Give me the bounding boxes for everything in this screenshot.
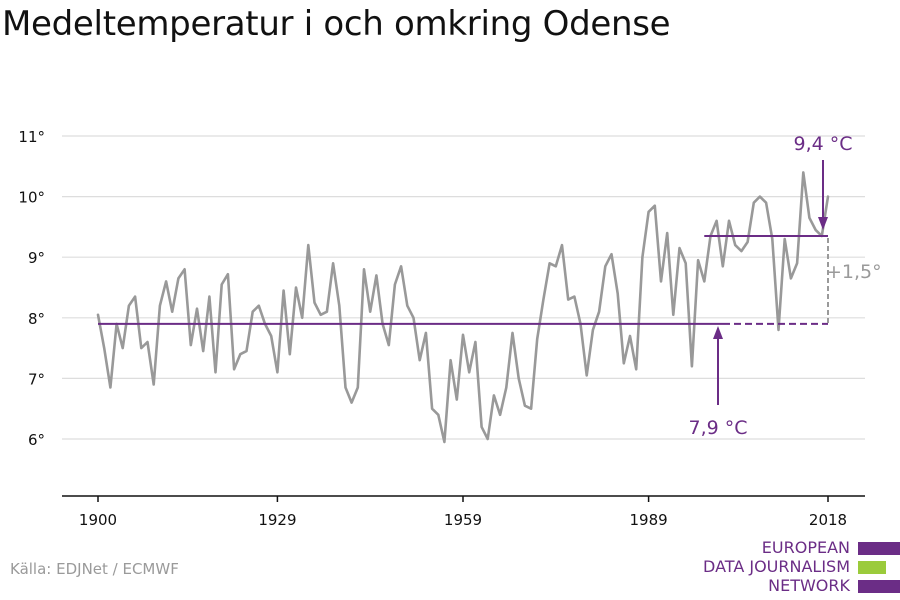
y-tick-label: 10° [18, 189, 45, 207]
reference-lines [98, 234, 829, 325]
x-tick-label: 1900 [79, 511, 117, 529]
logo-bar-green [858, 561, 886, 574]
baseline-arrow-head [713, 326, 723, 339]
y-tick-label: 7° [28, 370, 45, 388]
logo-line-2: DATA JOURNALISM [703, 557, 850, 576]
x-tick-label: 1989 [629, 511, 667, 529]
temperature-series-line [96, 171, 830, 444]
x-tick-label: 2018 [809, 511, 847, 529]
y-tick-label: 9° [28, 249, 45, 267]
source-credit: Källa: EDJNet / ECMWF [10, 560, 179, 578]
logo-line-3: NETWORK [768, 576, 850, 595]
y-tick-label: 6° [28, 431, 45, 449]
annotations: 7,9 °C 9,4 °C +1,5° [688, 133, 881, 439]
x-tick-label: 1929 [258, 511, 296, 529]
logo-line-1: EUROPEAN [761, 538, 850, 557]
baseline-mean-label: 7,9 °C [688, 417, 747, 439]
logo-bar-purple-1 [858, 542, 900, 555]
difference-label: +1,5° [826, 261, 882, 283]
logo-bar-purple-2 [858, 580, 900, 593]
y-axis-tick-labels: 6° 7° 8° 9° 10° 11° [18, 128, 45, 449]
y-tick-label: 8° [28, 310, 45, 328]
gridlines [62, 135, 865, 440]
x-tick-label: 1959 [444, 511, 482, 529]
x-axis: 1900 1929 1959 1989 2018 [62, 495, 865, 529]
edjnet-logo: EUROPEAN DATA JOURNALISM NETWORK [700, 538, 900, 598]
series-layer [96, 171, 830, 444]
y-tick-label: 11° [18, 128, 45, 146]
chart-title: Medeltemperatur i och omkring Odense [2, 4, 671, 44]
recent-mean-label: 9,4 °C [793, 133, 852, 155]
recent-arrow-head [818, 217, 828, 230]
